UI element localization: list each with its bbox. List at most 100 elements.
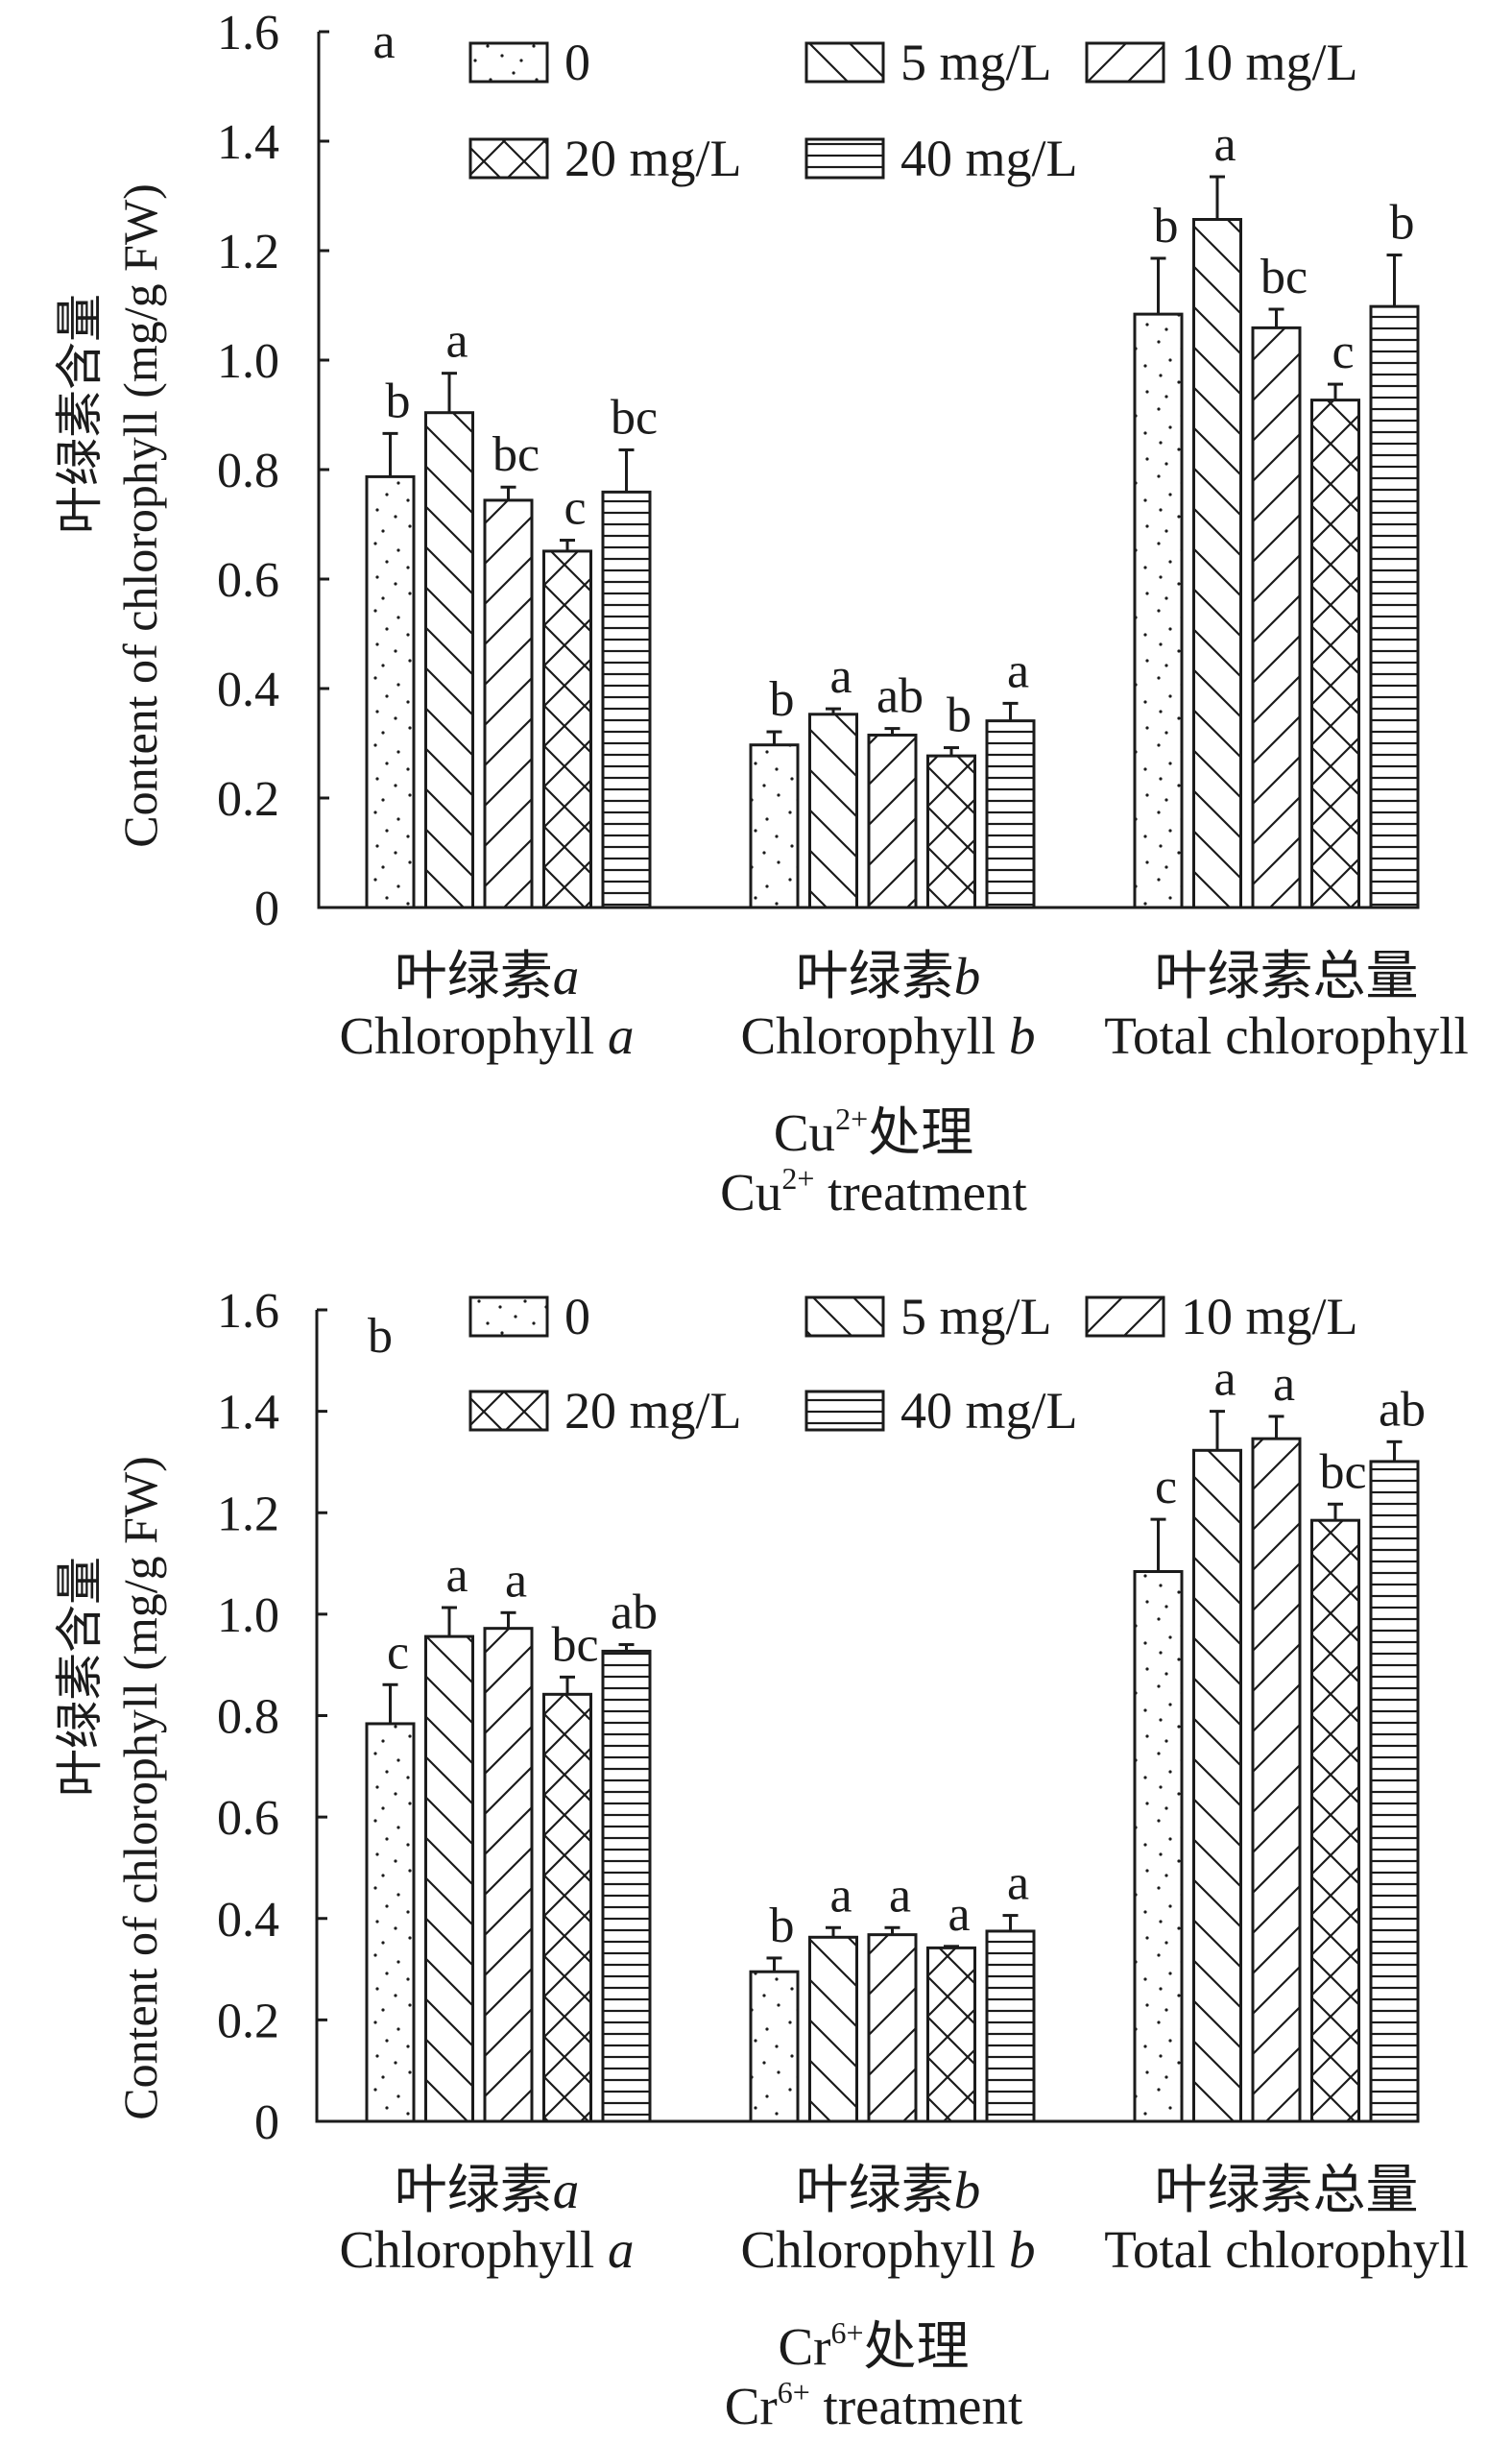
category-name-en: Chlorophyll bbox=[740, 1006, 1009, 1065]
ion-symbol: Cr bbox=[725, 2377, 778, 2435]
significance-letter: a bbox=[445, 1548, 468, 1603]
legend-swatch bbox=[1085, 41, 1165, 84]
legend-label: 5 mg/L bbox=[900, 1288, 1052, 1345]
significance-letter: c bbox=[564, 481, 586, 536]
significance-letter: bc bbox=[492, 427, 540, 482]
bar-40-mg-l-chlorophyll-b bbox=[985, 1929, 1036, 2123]
legend-swatch bbox=[804, 1390, 885, 1432]
y-tick-label: 0.4 bbox=[217, 663, 279, 717]
significance-letter: bc bbox=[551, 1617, 598, 1672]
legend-label: 10 mg/L bbox=[1181, 34, 1358, 91]
significance-letter: a bbox=[505, 1553, 527, 1608]
significance-letter: b bbox=[386, 374, 411, 428]
legend-swatch bbox=[468, 1390, 549, 1432]
category-label-zh: 叶绿素b bbox=[796, 2161, 981, 2219]
legend-label: 10 mg/L bbox=[1181, 1288, 1358, 1345]
significance-letter: b bbox=[770, 672, 795, 727]
legend: 0 5 mg/L 10 mg/L 20 mg/L 40 mg/L bbox=[468, 34, 1358, 187]
bar-10-mg-l-total-chlorophyll bbox=[1251, 1437, 1302, 2123]
y-tick-label: 1.4 bbox=[217, 1386, 279, 1440]
category-name-en: Chlorophyll bbox=[339, 1006, 608, 1065]
legend-item-10-mg-l: 10 mg/L bbox=[1085, 34, 1358, 91]
category-label-en: Chlorophyll b bbox=[740, 2220, 1035, 2279]
category-name-zh: 叶绿素总量 bbox=[1154, 2161, 1418, 2219]
y-axis-title-en: Content of chlorophyll (mg/g FW) bbox=[113, 183, 167, 848]
bar-0-chlorophyll-a bbox=[365, 474, 416, 909]
bar-5-mg-l-chlorophyll-b bbox=[808, 1935, 858, 2123]
y-tick-label: 1.6 bbox=[217, 6, 279, 60]
x-axis-title-zh: Cr6+处理 bbox=[778, 2315, 969, 2376]
treatment-word-zh: 处理 bbox=[864, 2317, 970, 2376]
category-variant-zh: b bbox=[954, 2161, 981, 2219]
y-axis: 0 0.2 0.4 0.6 0.8 1.0 1.2 1.4 1.6 bbox=[217, 6, 329, 936]
significance-letter: b bbox=[1390, 196, 1415, 251]
category-name-en: Total chlorophyll bbox=[1104, 1006, 1469, 1065]
y-tick-label: 0 bbox=[254, 2095, 279, 2150]
bar-0-chlorophyll-b bbox=[749, 743, 800, 909]
legend-swatch bbox=[468, 1295, 549, 1338]
category-label-zh: 叶绿素b bbox=[796, 947, 981, 1005]
bar-10-mg-l-chlorophyll-b bbox=[867, 1933, 918, 2123]
category-name-zh: 叶绿素总量 bbox=[1154, 947, 1418, 1005]
bar-group-chlorophyll-b: b a ab ba bbox=[749, 643, 1036, 909]
x-axis-title-en: Cu2+ treatment bbox=[720, 1161, 1027, 1222]
y-axis-title: 叶绿素含量 Content of chlorophyll (mg/g FW) bbox=[53, 1456, 167, 2120]
bar-40-mg-l-chlorophyll-a bbox=[601, 1649, 652, 2123]
legend-swatch bbox=[1085, 1295, 1165, 1338]
bar-20-mg-l-total-chlorophyll bbox=[1310, 1518, 1360, 2123]
legend-swatch bbox=[804, 41, 885, 84]
bar-10-mg-l-chlorophyll-a bbox=[483, 1627, 534, 2123]
legend-label: 40 mg/L bbox=[900, 130, 1078, 187]
panel-label: b bbox=[368, 1309, 393, 1364]
legend-item-20-mg-l: 20 mg/L bbox=[468, 130, 742, 187]
bar-0-total-chlorophyll bbox=[1133, 312, 1184, 909]
category-label-en: Chlorophyll a bbox=[339, 1006, 634, 1065]
ion-charge: 2+ bbox=[781, 1161, 814, 1196]
significance-letter: b bbox=[947, 689, 972, 743]
legend-label: 20 mg/L bbox=[564, 1382, 742, 1440]
treatment-word-en: treatment bbox=[814, 1163, 1026, 1222]
bar-0-chlorophyll-a bbox=[365, 1722, 416, 2123]
legend-swatch bbox=[468, 137, 549, 180]
significance-letter: a bbox=[1213, 117, 1236, 172]
x-axis-title-zh: Cu2+处理 bbox=[774, 1101, 973, 1162]
bar-40-mg-l-total-chlorophyll bbox=[1369, 1460, 1420, 2123]
y-axis: 0 0.2 0.4 0.6 0.8 1.0 1.2 1.4 1.6 bbox=[217, 1284, 327, 2150]
panel-label: a bbox=[372, 14, 395, 69]
significance-letter: a bbox=[1213, 1352, 1236, 1407]
y-tick-label: 1.4 bbox=[217, 115, 279, 170]
bar-5-mg-l-total-chlorophyll bbox=[1192, 218, 1242, 909]
category-name-en: Chlorophyll bbox=[740, 2220, 1009, 2279]
y-tick-label: 0.2 bbox=[217, 772, 279, 827]
significance-letter: c bbox=[1332, 325, 1354, 379]
bar-group-chlorophyll-b: ba a aa bbox=[749, 1856, 1036, 2123]
category-variant-zh: b bbox=[954, 947, 981, 1005]
y-tick-label: 1.2 bbox=[217, 1487, 279, 1541]
ion-charge: 6+ bbox=[778, 2375, 810, 2409]
bar-5-mg-l-chlorophyll-b bbox=[808, 713, 858, 909]
bar-5-mg-l-chlorophyll-a bbox=[424, 411, 474, 909]
treatment-word-zh: 处理 bbox=[868, 1103, 973, 1162]
x-axis-title-en: Cr6+ treatment bbox=[725, 2375, 1022, 2435]
category-name-zh: 叶绿素 bbox=[796, 2161, 954, 2219]
significance-letter: b bbox=[770, 1899, 795, 1953]
significance-letter: ab bbox=[876, 669, 924, 724]
legend-label: 0 bbox=[564, 34, 590, 91]
category-label-en: Total chlorophyll bbox=[1104, 1006, 1469, 1065]
legend-item-0: 0 bbox=[468, 1288, 590, 1345]
bar-5-mg-l-total-chlorophyll bbox=[1192, 1448, 1242, 2123]
significance-letter: a bbox=[445, 314, 468, 369]
ion-charge: 6+ bbox=[830, 2315, 863, 2350]
category-name-zh: 叶绿素 bbox=[796, 947, 954, 1005]
y-tick-label: 1.2 bbox=[217, 225, 279, 279]
